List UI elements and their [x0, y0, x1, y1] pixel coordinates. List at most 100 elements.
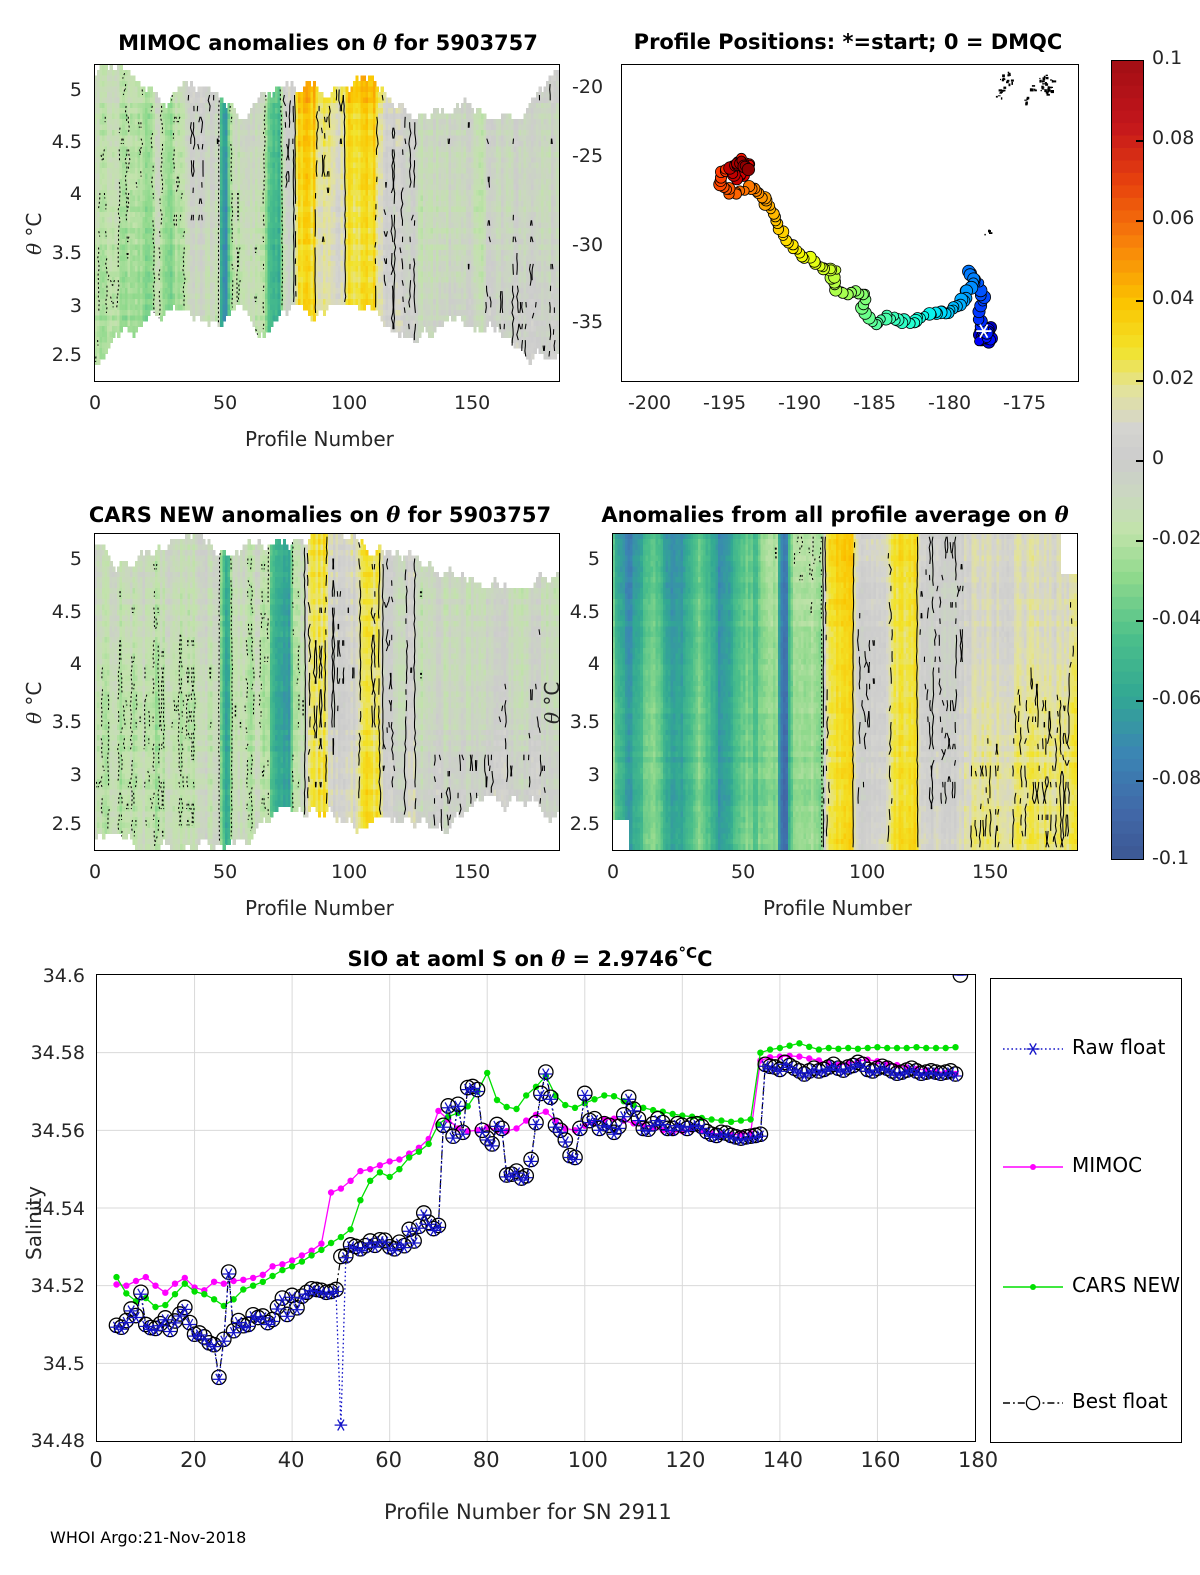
colorbar-tick-6: -0.02	[1152, 527, 1200, 549]
mimoc-title-part-a: MIMOC anomalies on	[118, 31, 366, 55]
mimoc-ytick-4_5: 4.5	[20, 131, 82, 153]
allavg-panel-title: Anomalies from all profile average on θ	[575, 502, 1095, 527]
sio-xtick-180: 180	[958, 1448, 998, 1472]
sio-title-part-b: = 2.9746	[573, 947, 679, 971]
allavg-title-part-a: Anomalies from all profile average on	[601, 503, 1047, 527]
legend-sample-lines	[1003, 1043, 1063, 1411]
mimoc-title-part-b: for 5903757	[394, 31, 538, 55]
sio-title-part-a: SIO at aoml S on	[347, 947, 543, 971]
colorbar-tick-1: 0.08	[1152, 127, 1194, 149]
sio-title-theta: θ	[551, 946, 565, 971]
allavg-ytick-5: 5	[548, 548, 600, 570]
allavg-ytick-2_5: 2.5	[538, 813, 600, 835]
cars-title-part-a: CARS NEW anomalies on	[89, 503, 379, 527]
cars-xtick-50: 50	[213, 861, 237, 883]
colorbar-tickmark-4	[1136, 380, 1144, 382]
cars-ylabel-theta: θ	[22, 712, 46, 724]
colorbar-tick-10: -0.1	[1152, 847, 1189, 869]
allavg-ytick-4: 4	[548, 653, 600, 675]
allavg-contour-axes	[612, 533, 1078, 851]
sio-xtick-100: 100	[568, 1448, 608, 1472]
map-xtick--175: -175	[1003, 392, 1046, 414]
mimoc-xtick-0: 0	[89, 392, 101, 414]
map-scatter	[713, 71, 1057, 349]
mimoc-ylabel-theta: θ	[22, 243, 46, 255]
mimoc-panel-title: MIMOC anomalies on θ for 5903757	[88, 30, 568, 55]
legend-label-raw-float: Raw float	[1072, 1035, 1165, 1059]
sio-legend[interactable]	[990, 978, 1182, 1443]
sio-ytick-34_6: 34.6	[0, 965, 85, 987]
mimoc-title-theta: θ	[373, 30, 387, 55]
sio-ytick-34_52: 34.52	[0, 1275, 85, 1297]
cars-ytick-4: 4	[30, 653, 82, 675]
legend-label-best-float: Best float	[1072, 1389, 1168, 1413]
mimoc-xtick-50: 50	[213, 392, 237, 414]
sio-ytick-34_5: 34.5	[0, 1353, 85, 1375]
cars-ytick-5: 5	[30, 548, 82, 570]
legend-label-mimoc: MIMOC	[1072, 1153, 1142, 1177]
sio-xtick-0: 0	[80, 1448, 112, 1472]
legend-label-cars-new: CARS NEW	[1072, 1273, 1180, 1297]
mimoc-ytick-2_5: 2.5	[20, 344, 82, 366]
map-panel-title: Profile Positions: *=start; 0 = DMQC	[608, 30, 1088, 54]
sio-ytick-34_56: 34.56	[0, 1120, 85, 1142]
colorbar-tick-9: -0.08	[1152, 767, 1200, 789]
colorbar-gradient	[1112, 61, 1143, 859]
allavg-xlabel: Profile Number	[763, 896, 912, 920]
colorbar-tickmark-1	[1136, 140, 1144, 142]
allavg-xtick-150: 150	[972, 861, 1008, 883]
mimoc-xtick-150: 150	[454, 392, 490, 414]
map-axes	[621, 64, 1079, 382]
colorbar-tickmark-7	[1136, 620, 1144, 622]
cars-ytick-3_5: 3.5	[20, 711, 82, 733]
sio-panel-title: SIO at aoml S on θ = 2.9746°CC	[180, 944, 880, 971]
allavg-ylabel: θ °C	[540, 682, 582, 748]
mimoc-ytick-3_5: 3.5	[20, 242, 82, 264]
sio-ytick-34_58: 34.58	[0, 1042, 85, 1064]
allavg-xtick-100: 100	[849, 861, 885, 883]
colorbar	[1111, 60, 1144, 860]
sio-xtick-60: 60	[373, 1448, 405, 1472]
colorbar-tick-3: 0.04	[1152, 287, 1194, 309]
colorbar-tickmark-3	[1136, 300, 1144, 302]
cars-panel-title: CARS NEW anomalies on θ for 5903757	[70, 502, 570, 527]
colorbar-tick-8: -0.06	[1152, 687, 1200, 709]
colorbar-tickmark-9	[1136, 780, 1144, 782]
map-xtick--200: -200	[628, 392, 671, 414]
mimoc-ylabel: θ °C	[22, 213, 64, 279]
allavg-ylabel-theta: θ	[540, 712, 564, 724]
colorbar-tick-4: 0.02	[1152, 367, 1194, 389]
sio-xtick-40: 40	[275, 1448, 307, 1472]
mimoc-contour-axes	[94, 64, 560, 382]
sio-xtick-160: 160	[860, 1448, 900, 1472]
sio-xtick-80: 80	[470, 1448, 502, 1472]
mimoc-ytick-4: 4	[30, 183, 82, 205]
mimoc-ylabel-unit: °C	[22, 213, 46, 237]
colorbar-tickmark-6	[1136, 540, 1144, 542]
cars-ylabel: θ °C	[22, 682, 64, 748]
cars-xlabel: Profile Number	[245, 896, 394, 920]
sio-xlabel: Profile Number for SN 2911	[384, 1500, 672, 1524]
colorbar-tick-7: -0.04	[1152, 607, 1200, 629]
allavg-title-theta: θ	[1055, 502, 1069, 527]
map-xtick--195: -195	[703, 392, 746, 414]
sio-ylabel: Salinity	[22, 1186, 96, 1284]
map-ytick--35: -35	[572, 311, 603, 333]
allavg-ytick-3: 3	[548, 764, 600, 786]
sio-title-unit: °C	[678, 944, 697, 962]
mimoc-ytick-5: 5	[30, 79, 82, 101]
mimoc-ytick-3: 3	[30, 295, 82, 317]
cars-xtick-150: 150	[454, 861, 490, 883]
cars-title-part-b: for 5903757	[408, 503, 552, 527]
sio-ytick-34_54: 34.54	[0, 1198, 85, 1220]
cars-ytick-3: 3	[30, 764, 82, 786]
mimoc-xtick-100: 100	[331, 392, 367, 414]
mimoc-contour-image	[95, 65, 559, 366]
sio-salinity-plot	[97, 975, 975, 1441]
colorbar-tick-0: 0.1	[1152, 47, 1182, 69]
allavg-xtick-50: 50	[731, 861, 755, 883]
map-ytick--20: -20	[572, 76, 603, 98]
sio-ytick-34_48: 34.48	[0, 1430, 85, 1452]
sio-xtick-20: 20	[178, 1448, 210, 1472]
allavg-ytick-4_5: 4.5	[538, 601, 600, 623]
